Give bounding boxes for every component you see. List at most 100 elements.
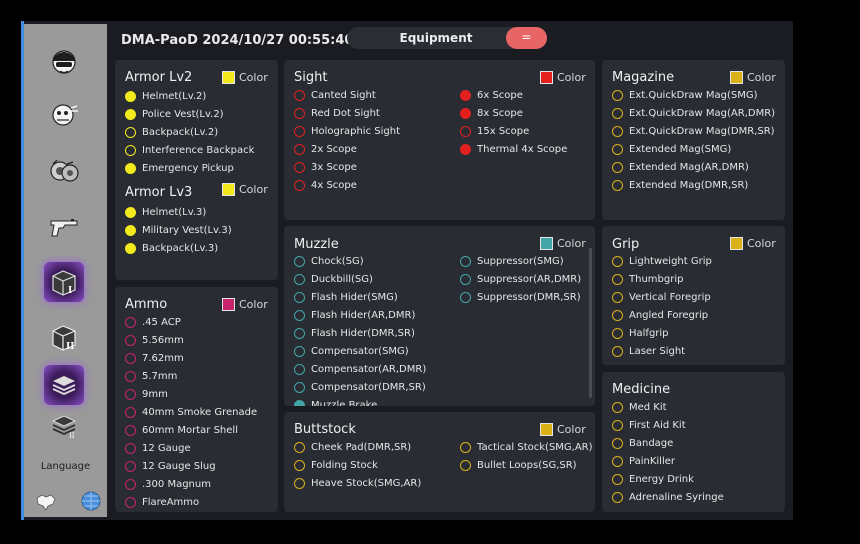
radio-unchecked-icon[interactable] bbox=[125, 407, 136, 418]
muzzle-color-button[interactable]: Color bbox=[540, 237, 586, 250]
china-flag-icon[interactable] bbox=[34, 489, 58, 513]
radio-unchecked-icon[interactable] bbox=[294, 90, 305, 101]
globe-icon[interactable] bbox=[80, 490, 102, 512]
radio-unchecked-icon[interactable] bbox=[294, 126, 305, 137]
radio-unchecked-icon[interactable] bbox=[125, 497, 136, 508]
weapon-nav-icon[interactable] bbox=[44, 206, 84, 246]
grip-option[interactable]: Halfgrip bbox=[612, 328, 669, 339]
medicine-option[interactable]: Bandage bbox=[612, 438, 673, 449]
radio-unchecked-icon[interactable] bbox=[612, 108, 623, 119]
radio-unchecked-icon[interactable] bbox=[294, 442, 305, 453]
radio-unchecked-icon[interactable] bbox=[460, 460, 471, 471]
ammo-color-button[interactable]: Color bbox=[222, 298, 268, 311]
radio-checked-icon[interactable] bbox=[125, 163, 136, 174]
radio-checked-icon[interactable] bbox=[125, 207, 136, 218]
muzzle-scrollbar[interactable] bbox=[589, 248, 592, 398]
radio-unchecked-icon[interactable] bbox=[612, 328, 623, 339]
armor-lv2-option[interactable]: Backpack(Lv.2) bbox=[125, 127, 218, 138]
grip-option[interactable]: Angled Foregrip bbox=[612, 310, 708, 321]
radio-unchecked-icon[interactable] bbox=[294, 478, 305, 489]
radio-unchecked-icon[interactable] bbox=[125, 127, 136, 138]
armor-lv2-option[interactable]: Emergency Pickup bbox=[125, 163, 234, 174]
radio-unchecked-icon[interactable] bbox=[125, 425, 136, 436]
radio-unchecked-icon[interactable] bbox=[294, 310, 305, 321]
radio-unchecked-icon[interactable] bbox=[294, 364, 305, 375]
radio-unchecked-icon[interactable] bbox=[460, 274, 471, 285]
muzzle-b-option[interactable]: Suppressor(DMR,SR) bbox=[460, 292, 581, 303]
muzzle-b-option[interactable]: Suppressor(AR,DMR) bbox=[460, 274, 581, 285]
ammo-option[interactable]: 12 Gauge Slug bbox=[125, 461, 216, 472]
magazine-option[interactable]: Extended Mag(DMR,SR) bbox=[612, 180, 748, 191]
layers-lv2-nav-icon[interactable]: II bbox=[44, 405, 84, 445]
armor-lv2-option[interactable]: Helmet(Lv.2) bbox=[125, 91, 206, 102]
radio-unchecked-icon[interactable] bbox=[612, 274, 623, 285]
muzzle-b-option[interactable]: Suppressor(SMG) bbox=[460, 256, 564, 267]
muzzle-option[interactable]: Muzzle Brake bbox=[294, 400, 377, 406]
radio-unchecked-icon[interactable] bbox=[294, 460, 305, 471]
radio-unchecked-icon[interactable] bbox=[612, 402, 623, 413]
sight-option[interactable]: 4x Scope bbox=[294, 180, 357, 191]
grip-option[interactable]: Vertical Foregrip bbox=[612, 292, 711, 303]
vehicle-nav-icon[interactable] bbox=[44, 151, 84, 191]
muzzle-option[interactable]: Chock(SG) bbox=[294, 256, 364, 267]
muzzle-option[interactable]: Compensator(SMG) bbox=[294, 346, 409, 357]
armor-lv2-option[interactable]: Interference Backpack bbox=[125, 145, 254, 156]
radio-unchecked-icon[interactable] bbox=[125, 317, 136, 328]
radio-unchecked-icon[interactable] bbox=[294, 256, 305, 267]
radio-checked-icon[interactable] bbox=[294, 400, 305, 406]
radio-unchecked-icon[interactable] bbox=[612, 90, 623, 101]
buttstock-option[interactable]: Folding Stock bbox=[294, 460, 378, 471]
magazine-color-button[interactable]: Color bbox=[730, 71, 776, 84]
medicine-option[interactable]: PainKiller bbox=[612, 456, 675, 467]
radio-unchecked-icon[interactable] bbox=[612, 144, 623, 155]
muzzle-option[interactable]: Flash Hider(AR,DMR) bbox=[294, 310, 415, 321]
buttstock-option[interactable]: Cheek Pad(DMR,SR) bbox=[294, 442, 411, 453]
radio-checked-icon[interactable] bbox=[125, 91, 136, 102]
radio-unchecked-icon[interactable] bbox=[125, 353, 136, 364]
magazine-option[interactable]: Ext.QuickDraw Mag(AR,DMR) bbox=[612, 108, 775, 119]
ammo-option[interactable]: 9mm bbox=[125, 389, 168, 400]
muzzle-option[interactable]: Flash Hider(DMR,SR) bbox=[294, 328, 415, 339]
muzzle-option[interactable]: Compensator(DMR,SR) bbox=[294, 382, 426, 393]
ammo-option[interactable]: 5.56mm bbox=[125, 335, 184, 346]
armor-lv3-color-button[interactable]: Color bbox=[222, 183, 268, 196]
radio-unchecked-icon[interactable] bbox=[460, 292, 471, 303]
buttstock-b-option[interactable]: Tactical Stock(SMG,AR) bbox=[460, 442, 593, 453]
sight-option[interactable]: 2x Scope bbox=[294, 144, 357, 155]
radio-unchecked-icon[interactable] bbox=[460, 126, 471, 137]
armor-lv3-option[interactable]: Military Vest(Lv.3) bbox=[125, 225, 232, 236]
medicine-option[interactable]: Med Kit bbox=[612, 402, 667, 413]
radio-unchecked-icon[interactable] bbox=[460, 442, 471, 453]
radio-unchecked-icon[interactable] bbox=[294, 328, 305, 339]
radio-checked-icon[interactable] bbox=[460, 144, 471, 155]
radio-unchecked-icon[interactable] bbox=[294, 144, 305, 155]
muzzle-option[interactable]: Flash Hider(SMG) bbox=[294, 292, 398, 303]
tab-equipment[interactable]: Equipment bbox=[399, 31, 473, 45]
grip-option[interactable]: Thumbgrip bbox=[612, 274, 683, 285]
magazine-option[interactable]: Ext.QuickDraw Mag(SMG) bbox=[612, 90, 758, 101]
enemy-nav-icon[interactable] bbox=[44, 95, 84, 135]
radio-checked-icon[interactable] bbox=[125, 225, 136, 236]
sight-b-option[interactable]: 6x Scope bbox=[460, 90, 523, 101]
medicine-option[interactable]: First Aid Kit bbox=[612, 420, 686, 431]
radio-unchecked-icon[interactable] bbox=[294, 382, 305, 393]
buttstock-b-option[interactable]: Bullet Loops(SG,SR) bbox=[460, 460, 577, 471]
radio-unchecked-icon[interactable] bbox=[294, 292, 305, 303]
radio-unchecked-icon[interactable] bbox=[460, 256, 471, 267]
radio-unchecked-icon[interactable] bbox=[125, 371, 136, 382]
radio-unchecked-icon[interactable] bbox=[125, 479, 136, 490]
ammo-option[interactable]: .300 Magnum bbox=[125, 479, 211, 490]
radio-checked-icon[interactable] bbox=[125, 243, 136, 254]
ammo-option[interactable]: 12 Gauge bbox=[125, 443, 191, 454]
radio-unchecked-icon[interactable] bbox=[612, 162, 623, 173]
armor-lv2-option[interactable]: Police Vest(Lv.2) bbox=[125, 109, 224, 120]
grip-option[interactable]: Laser Sight bbox=[612, 346, 685, 357]
radio-unchecked-icon[interactable] bbox=[294, 162, 305, 173]
radio-unchecked-icon[interactable] bbox=[125, 461, 136, 472]
armor-lv3-option[interactable]: Helmet(Lv.3) bbox=[125, 207, 206, 218]
radio-unchecked-icon[interactable] bbox=[294, 274, 305, 285]
ammo-option[interactable]: FlareAmmo bbox=[125, 497, 199, 508]
ammo-option[interactable]: 40mm Smoke Grenade bbox=[125, 407, 257, 418]
grip-option[interactable]: Lightweight Grip bbox=[612, 256, 712, 267]
radio-checked-icon[interactable] bbox=[460, 90, 471, 101]
